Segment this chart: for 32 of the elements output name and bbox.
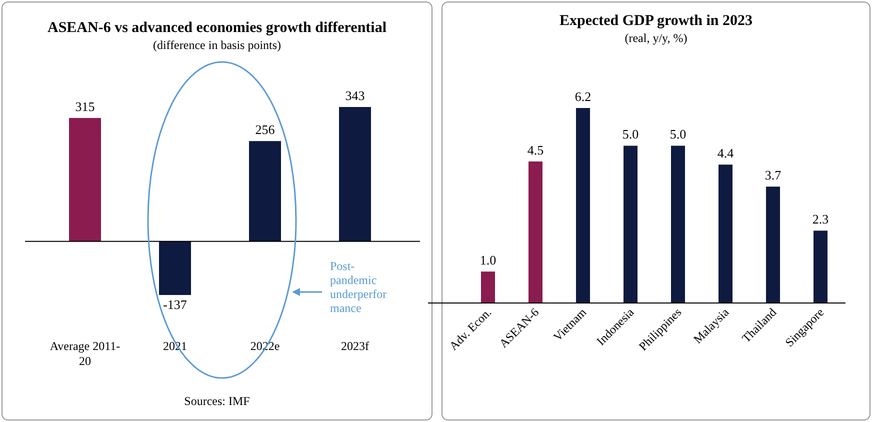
- bar: [481, 272, 495, 303]
- data-label: 343: [345, 88, 365, 103]
- annotation: Post-pandemic underperformance: [330, 259, 387, 315]
- data-label: 2.3: [812, 212, 829, 227]
- bar: [528, 161, 542, 303]
- bar: [339, 107, 371, 242]
- data-label: 256: [255, 122, 276, 138]
- data-label: 315: [75, 98, 95, 114]
- data-label: 5.0: [622, 126, 639, 142]
- data-label: -137: [163, 297, 188, 312]
- data-label: 5.0: [670, 126, 686, 142]
- chart-subtitle: (real, y/y, %): [624, 31, 688, 45]
- source-note: Sources: IMF: [184, 394, 250, 408]
- bar: [766, 186, 780, 303]
- bar: [69, 118, 101, 242]
- chart-title: Expected GDP growth in 2023: [559, 13, 753, 29]
- bar: [249, 141, 281, 242]
- bar: [624, 146, 638, 303]
- data-label: 4.5: [527, 142, 544, 158]
- data-label: 6.2: [574, 89, 592, 104]
- bar: [576, 108, 590, 303]
- chart-subtitle: (difference in basis points): [152, 38, 282, 52]
- data-label: 4.4: [717, 146, 734, 161]
- x-tick-label: 2023f: [341, 339, 369, 353]
- bar: [718, 164, 732, 303]
- bar: [814, 230, 828, 303]
- bar: [671, 146, 685, 303]
- bar: [159, 241, 191, 295]
- x-tick-label: Average 2011-20: [50, 339, 120, 368]
- data-label: 3.7: [764, 168, 782, 183]
- chart-title: ASEAN-6 vs advanced economies growth differential: [47, 20, 387, 36]
- data-label: 1.0: [480, 252, 496, 268]
